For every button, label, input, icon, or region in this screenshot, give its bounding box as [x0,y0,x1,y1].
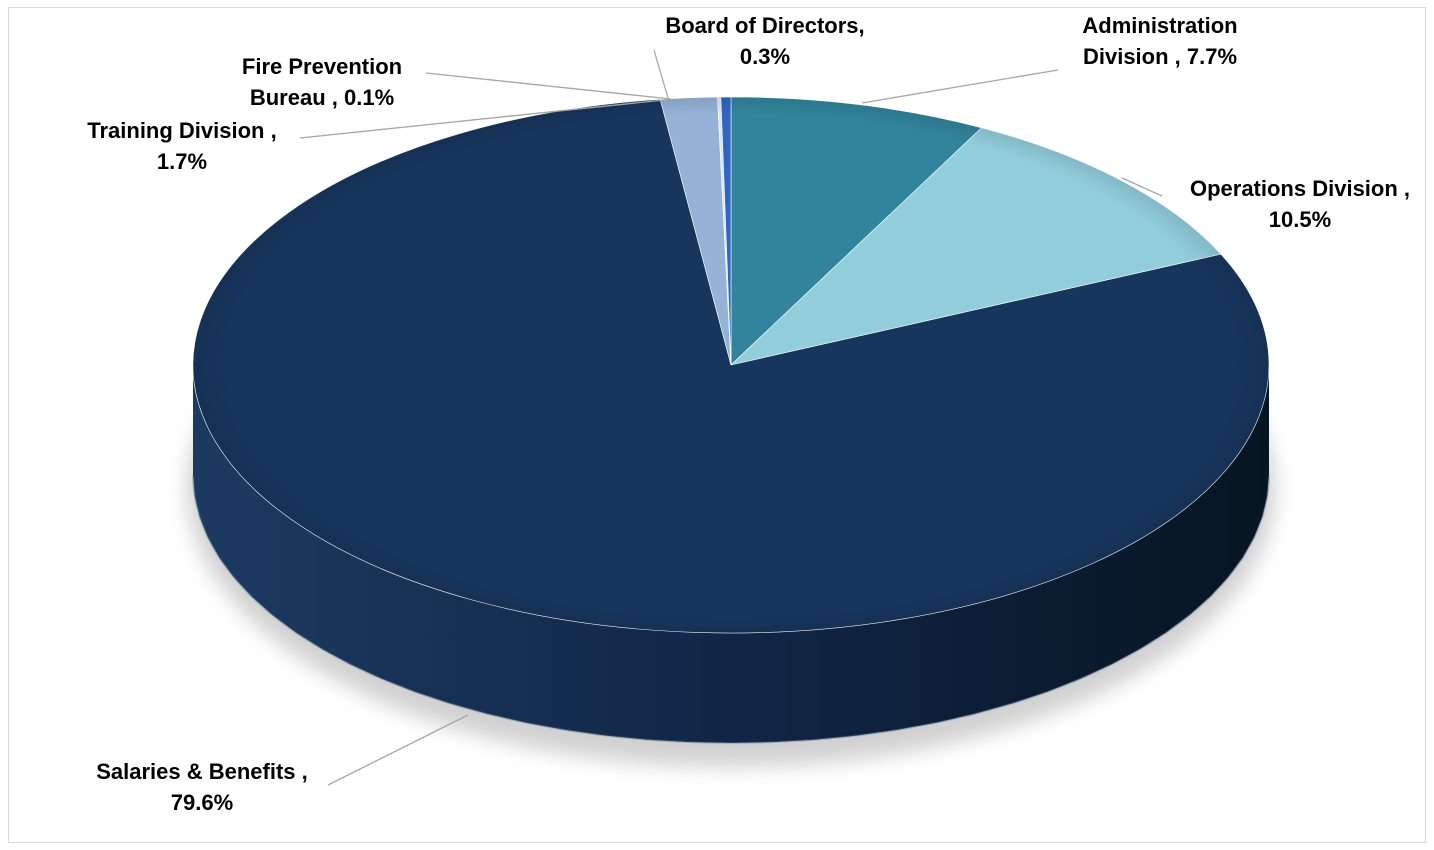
leader-line-1 [1121,177,1163,197]
data-label-line: 0.3% [740,44,790,69]
leader-line-5 [653,49,669,99]
data-label-3: Training Division , 1.7% [87,118,276,174]
data-label-4: Fire Prevention Bureau , 0.1% [242,54,402,110]
data-label-line: Salaries & Benefits , [96,759,308,784]
leader-line-4 [425,72,672,100]
data-label-line: Fire Prevention [242,54,402,79]
data-label-line: Division , 7.7% [1083,44,1237,69]
leader-line-3 [299,99,665,139]
data-label-line: Board of Directors, [665,13,864,38]
pie-side-2 [193,365,1269,743]
data-label-line: 10.5% [1269,207,1331,232]
data-label-line: Bureau , 0.1% [250,85,394,110]
data-label-line: Operations Division , [1190,176,1410,201]
data-label-line: 79.6% [171,790,233,815]
data-label-line: Training Division , [87,118,276,143]
leader-line-0 [861,69,1059,104]
data-label-5: Board of Directors, 0.3% [665,13,864,69]
data-label-1: Operations Division , 10.5% [1190,176,1410,232]
leader-line-2 [327,714,469,786]
data-label-0: Administration Division , 7.7% [1082,13,1237,69]
data-label-line: Administration [1082,13,1237,38]
data-label-2: Salaries & Benefits , 79.6% [96,759,308,815]
data-label-line: 1.7% [157,149,207,174]
